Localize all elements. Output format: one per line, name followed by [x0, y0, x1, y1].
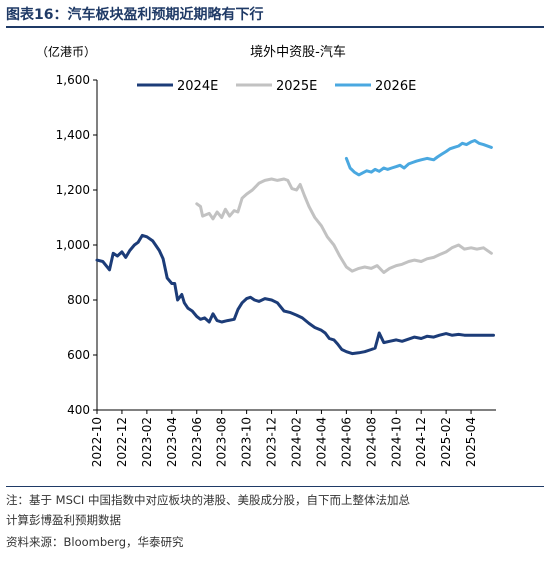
x-tick-label: 2022-10: [90, 417, 104, 467]
series-line-2026E: [344, 139, 493, 177]
y-tick-label: 800: [67, 293, 90, 307]
x-tick-label: 2024-02: [290, 417, 304, 467]
series-lines: [95, 139, 495, 356]
chart-svg: （亿港币） 境外中资股-汽车 2024E 2025E 2026E 400 600 800…: [36, 44, 496, 467]
chart-note-line-1: 注：基于 MSCI 中国指数中对应板块的港股、美股成分股，自下而上整体法加总: [6, 493, 410, 507]
x-tick-label: 2023-08: [215, 417, 229, 467]
figure-title-text: 汽车板块盈利预期近期略有下行: [67, 7, 264, 23]
x-tick-label: 2023-12: [265, 417, 279, 467]
source-line: 资料来源：Bloomberg，华泰研究: [6, 535, 184, 549]
footer-rule: [6, 486, 544, 487]
x-tick-label: 2024-08: [364, 417, 378, 467]
axes: 400 600 800 1,000 1,200 1,400 1,600 2022-10 2022…: [56, 73, 496, 467]
x-tick-label: 2024-12: [414, 417, 428, 467]
legend-label-2024E: 2024E: [177, 79, 218, 94]
x-tick-label: 2024-10: [389, 417, 403, 467]
y-tick-label: 1,600: [56, 73, 90, 87]
x-tick-label: 2024-04: [314, 417, 328, 467]
y-tick-label: 1,400: [56, 128, 90, 142]
series-line-2024E: [95, 233, 495, 356]
y-axis-unit-label: （亿港币）: [36, 44, 96, 59]
x-tick-label: 2023-06: [190, 417, 204, 467]
legend: 2024E 2025E 2026E: [137, 79, 416, 94]
figure-title: 图表16：汽车板块盈利预期近期略有下行: [6, 4, 263, 24]
legend-label-2025E: 2025E: [276, 79, 317, 94]
title-rule: [6, 26, 544, 28]
y-tick-label: 1,200: [56, 183, 90, 197]
chart-note-line-2: 计算彭博盈利预期数据: [6, 513, 121, 527]
y-tick-label: 600: [67, 348, 90, 362]
y-tick-label: 1,000: [56, 238, 90, 252]
x-tick-label: 2025-02: [439, 417, 453, 467]
x-tick-label: 2025-04: [464, 417, 478, 467]
x-tick-label: 2022-12: [115, 417, 129, 467]
chart-title: 境外中资股-汽车: [250, 44, 346, 60]
figure-label: 图表16：: [6, 7, 68, 23]
x-tick-label: 2023-10: [240, 417, 254, 467]
x-tick-label: 2024-06: [339, 417, 353, 467]
y-tick-label: 400: [67, 403, 90, 417]
x-tick-label: 2023-02: [140, 417, 154, 467]
x-tick-label: 2023-04: [165, 417, 179, 467]
series-line-2025E: [195, 177, 493, 274]
legend-label-2026E: 2026E: [375, 79, 416, 94]
